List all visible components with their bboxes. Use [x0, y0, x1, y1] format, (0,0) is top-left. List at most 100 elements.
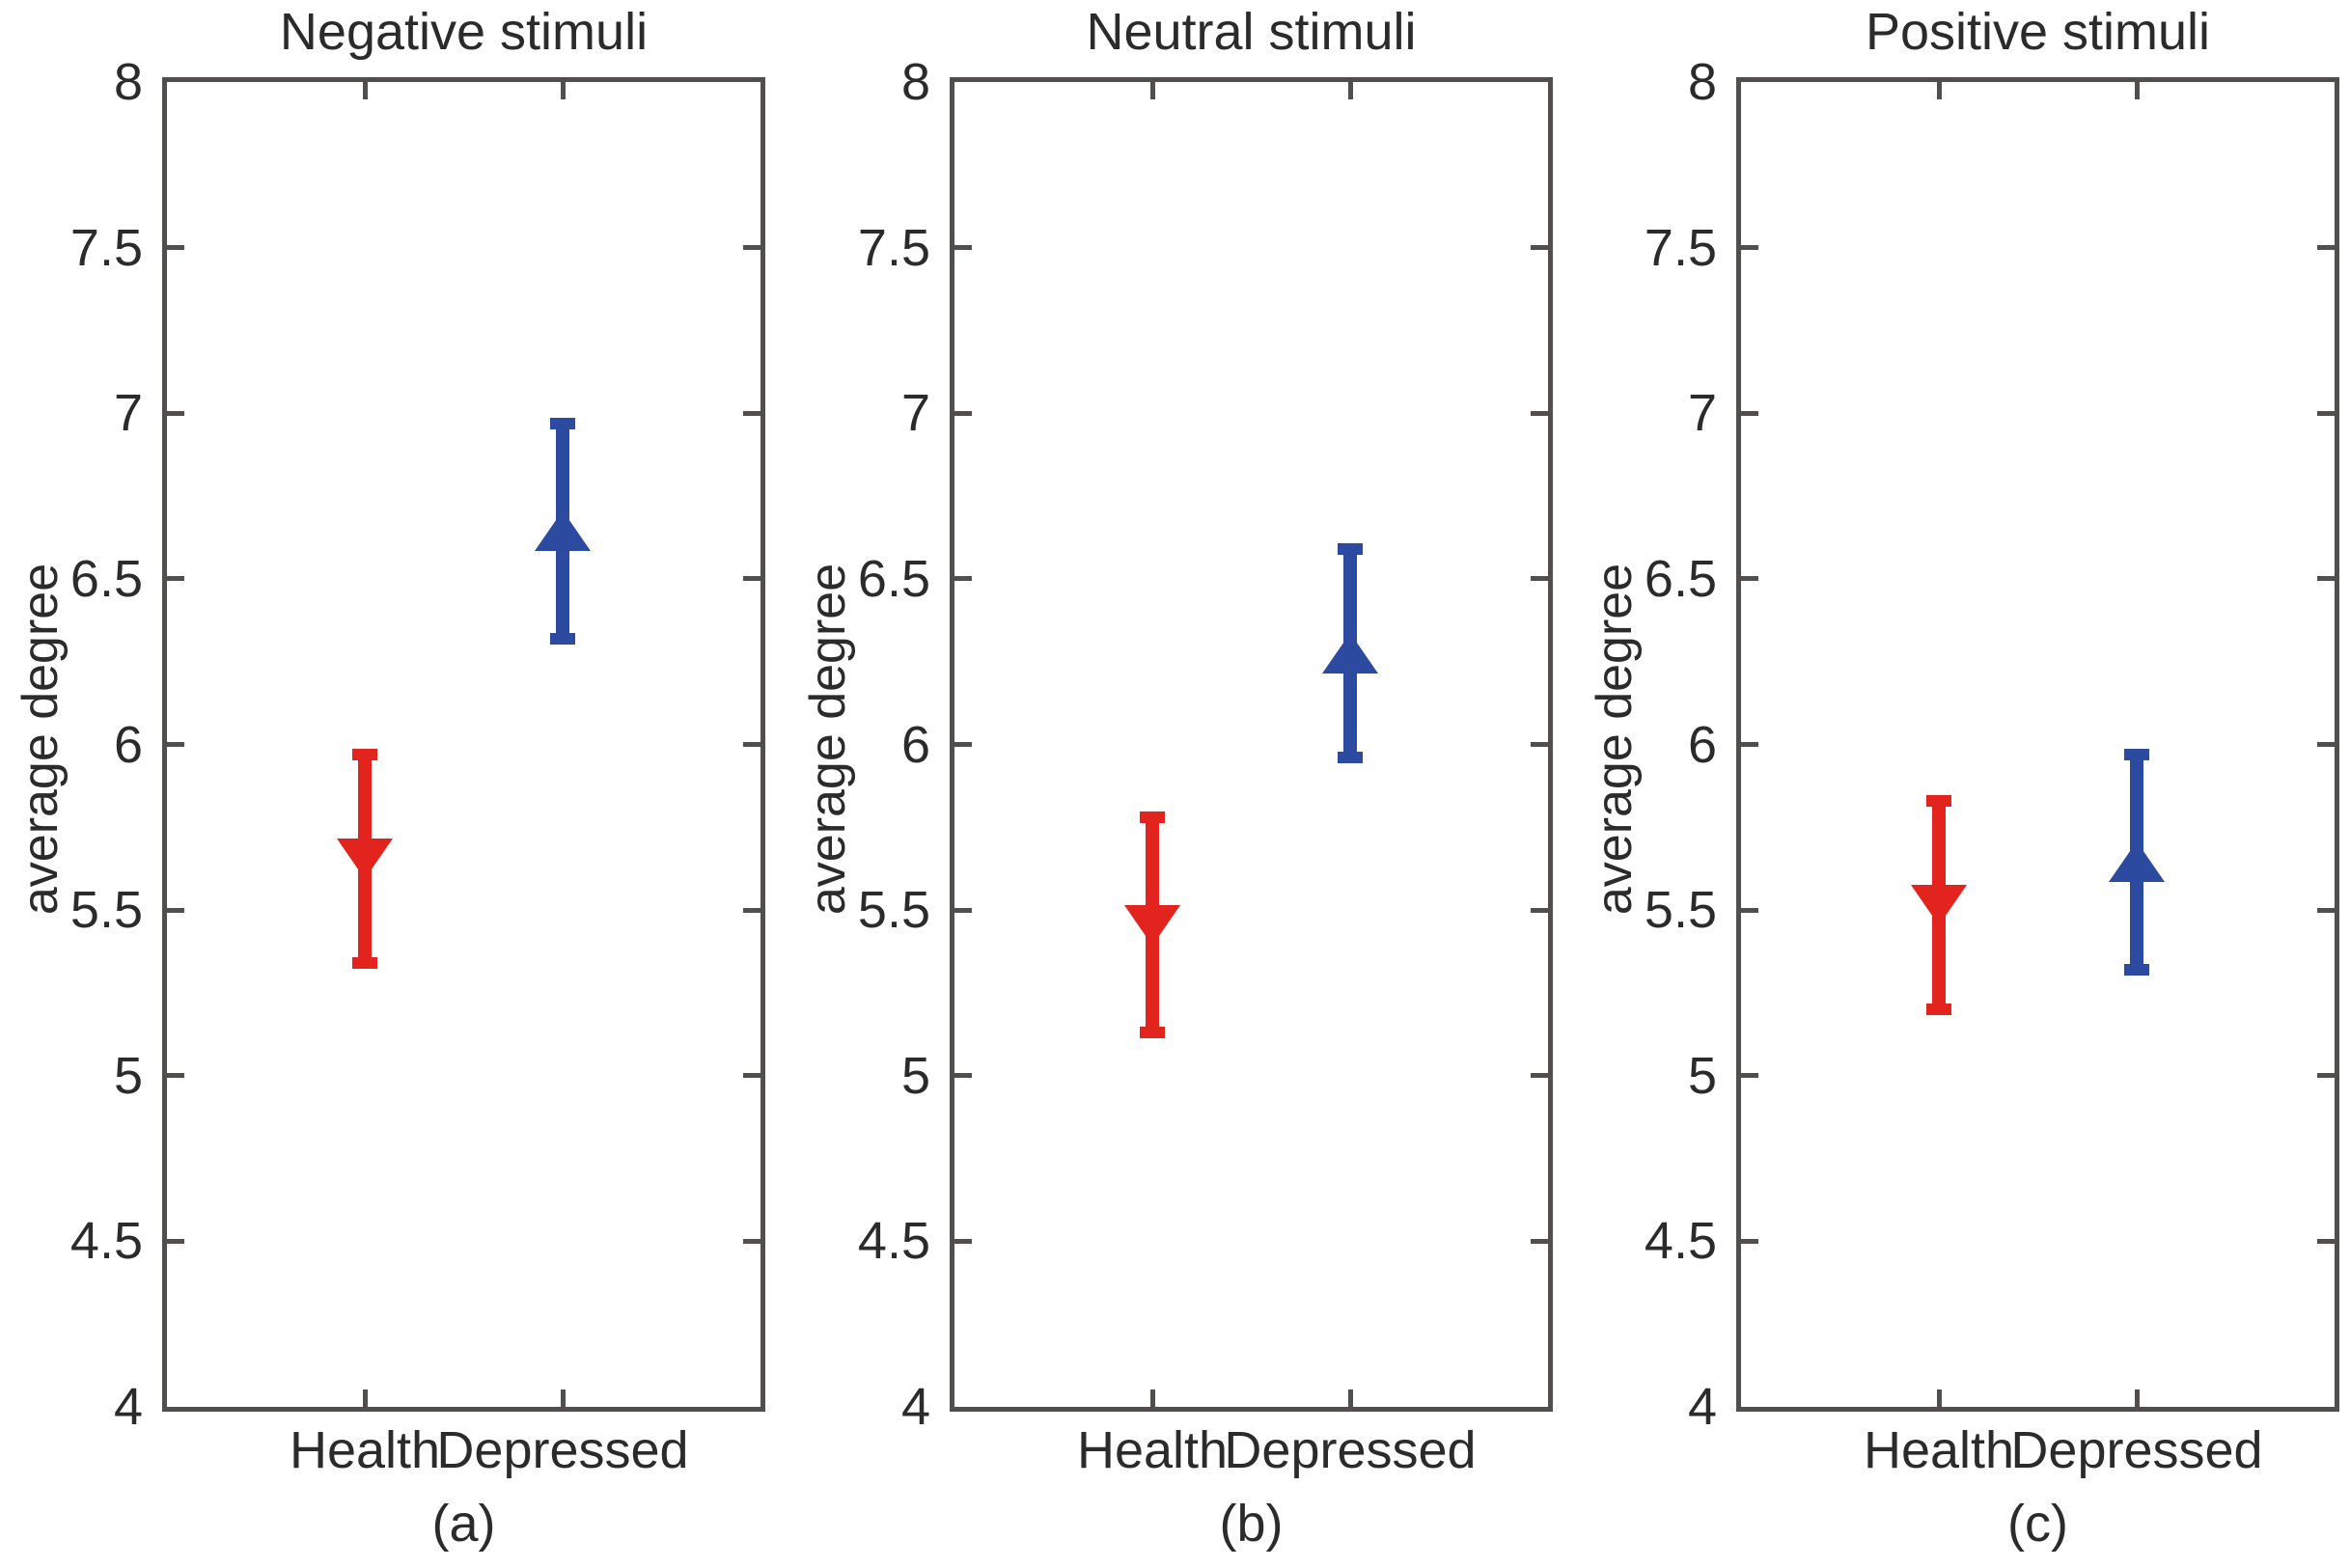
- y-tick-mark: [743, 576, 760, 582]
- errorbar-cap: [550, 417, 575, 429]
- errorbar-cap: [1140, 1027, 1165, 1039]
- triangle-up-marker-depressed: [535, 509, 591, 551]
- y-tick-label: 7: [113, 384, 143, 443]
- y-tick-mark: [1741, 1238, 1758, 1244]
- x-tick-label-health: Health: [1863, 1421, 2015, 1479]
- y-tick-label: 6.5: [69, 549, 143, 608]
- y-tick-mark: [2317, 907, 2335, 913]
- y-tick-label: 7.5: [857, 218, 930, 277]
- y-tick-mark: [167, 1073, 184, 1079]
- x-tick-mark: [1936, 82, 1942, 99]
- y-tick-label: 6.5: [1644, 549, 1717, 608]
- y-tick-mark: [743, 410, 760, 416]
- panel-letter: (c): [2007, 1495, 2068, 1553]
- y-tick-mark: [1741, 742, 1758, 747]
- y-tick-mark: [743, 245, 760, 251]
- y-tick-mark: [954, 907, 972, 913]
- x-tick-mark: [1149, 82, 1155, 99]
- x-tick-label-depressed: Depressed: [2010, 1421, 2263, 1479]
- y-tick-mark: [2317, 576, 2335, 582]
- y-tick-label: 6.5: [857, 549, 930, 608]
- y-tick-mark: [954, 1073, 972, 1079]
- y-tick-label: 7.5: [1644, 218, 1717, 277]
- x-tick-mark: [2134, 1389, 2140, 1407]
- y-tick-label: 5.5: [857, 881, 930, 940]
- y-tick-label: 4: [113, 1378, 143, 1436]
- panel-letter: (b): [1219, 1495, 1284, 1553]
- y-tick-mark: [743, 1238, 760, 1244]
- y-tick-mark: [1531, 1073, 1548, 1079]
- errorbar-cap: [1926, 794, 1951, 807]
- panel-letter: (a): [431, 1495, 496, 1553]
- y-tick-mark: [167, 907, 184, 913]
- y-tick-label: 8: [900, 53, 930, 111]
- x-tick-mark: [560, 82, 566, 99]
- y-tick-mark: [1741, 1073, 1758, 1079]
- y-tick-mark: [1531, 1238, 1548, 1244]
- y-tick-label: 5: [900, 1046, 930, 1105]
- errorbar-cap: [550, 632, 575, 645]
- y-tick-mark: [743, 907, 760, 913]
- x-tick-label-depressed: Depressed: [436, 1421, 689, 1479]
- x-tick-mark: [2134, 82, 2140, 99]
- y-tick-mark: [954, 742, 972, 747]
- y-tick-label: 7: [1687, 384, 1717, 443]
- triangle-up-marker-depressed: [1322, 632, 1378, 674]
- y-tick-mark: [1531, 410, 1548, 416]
- errorbar-cap: [2124, 963, 2149, 976]
- y-tick-mark: [954, 410, 972, 416]
- y-tick-mark: [1531, 576, 1548, 582]
- y-tick-mark: [167, 1238, 184, 1244]
- y-tick-mark: [1531, 907, 1548, 913]
- y-tick-label: 5: [1687, 1046, 1717, 1105]
- errorbar-cap: [1140, 812, 1165, 823]
- plot-area: [950, 77, 1553, 1412]
- errorbar-cap: [1926, 1004, 1951, 1016]
- x-tick-mark: [362, 82, 368, 99]
- subplot-neutral-stimuli: Neutral stimuli average degree Health De…: [788, 0, 1574, 1568]
- triangle-down-marker-health: [1911, 885, 1967, 926]
- y-tick-label: 4.5: [1644, 1212, 1717, 1271]
- x-tick-label-depressed: Depressed: [1224, 1421, 1477, 1479]
- y-tick-label: 8: [1687, 53, 1717, 111]
- x-tick-label-health: Health: [1076, 1421, 1229, 1479]
- y-tick-label: 6: [1687, 715, 1717, 774]
- errorbar-cap: [352, 957, 377, 970]
- y-tick-mark: [1741, 907, 1758, 913]
- x-tick-mark: [1347, 82, 1353, 99]
- y-tick-mark: [167, 576, 184, 582]
- y-tick-label: 6: [113, 715, 143, 774]
- y-tick-mark: [1531, 742, 1548, 747]
- triangle-down-marker-health: [1124, 904, 1180, 946]
- y-tick-mark: [1531, 245, 1548, 251]
- y-tick-mark: [743, 742, 760, 747]
- y-tick-label: 7.5: [69, 218, 143, 277]
- y-tick-mark: [2317, 410, 2335, 416]
- y-tick-mark: [1741, 576, 1758, 582]
- triangle-down-marker-health: [337, 839, 393, 880]
- subplot-positive-stimuli: Positive stimuli average degree Health D…: [1574, 0, 2350, 1568]
- y-tick-label: 6: [900, 715, 930, 774]
- subplot-negative-stimuli: Negative stimuli average degree Health D…: [0, 0, 787, 1568]
- errorbar-cap: [1338, 542, 1363, 555]
- y-tick-label: 5.5: [1644, 881, 1717, 940]
- y-tick-mark: [1741, 410, 1758, 416]
- y-tick-label: 5.5: [69, 881, 143, 940]
- plot-area: [1736, 77, 2339, 1412]
- subplot-title: Positive stimuli: [1865, 3, 2211, 61]
- y-tick-mark: [954, 576, 972, 582]
- y-tick-mark: [167, 410, 184, 416]
- y-tick-mark: [743, 1073, 760, 1079]
- y-tick-mark: [954, 1238, 972, 1244]
- y-tick-label: 4.5: [857, 1212, 930, 1271]
- errorbar-cap: [1338, 752, 1363, 764]
- triangle-up-marker-depressed: [2109, 841, 2165, 883]
- x-tick-mark: [1149, 1389, 1155, 1407]
- y-tick-label: 4: [900, 1378, 930, 1436]
- subplot-title: Negative stimuli: [279, 3, 649, 61]
- plot-area: [162, 77, 765, 1412]
- x-tick-label-health: Health: [289, 1421, 441, 1479]
- y-tick-mark: [2317, 742, 2335, 747]
- y-tick-label: 7: [900, 384, 930, 443]
